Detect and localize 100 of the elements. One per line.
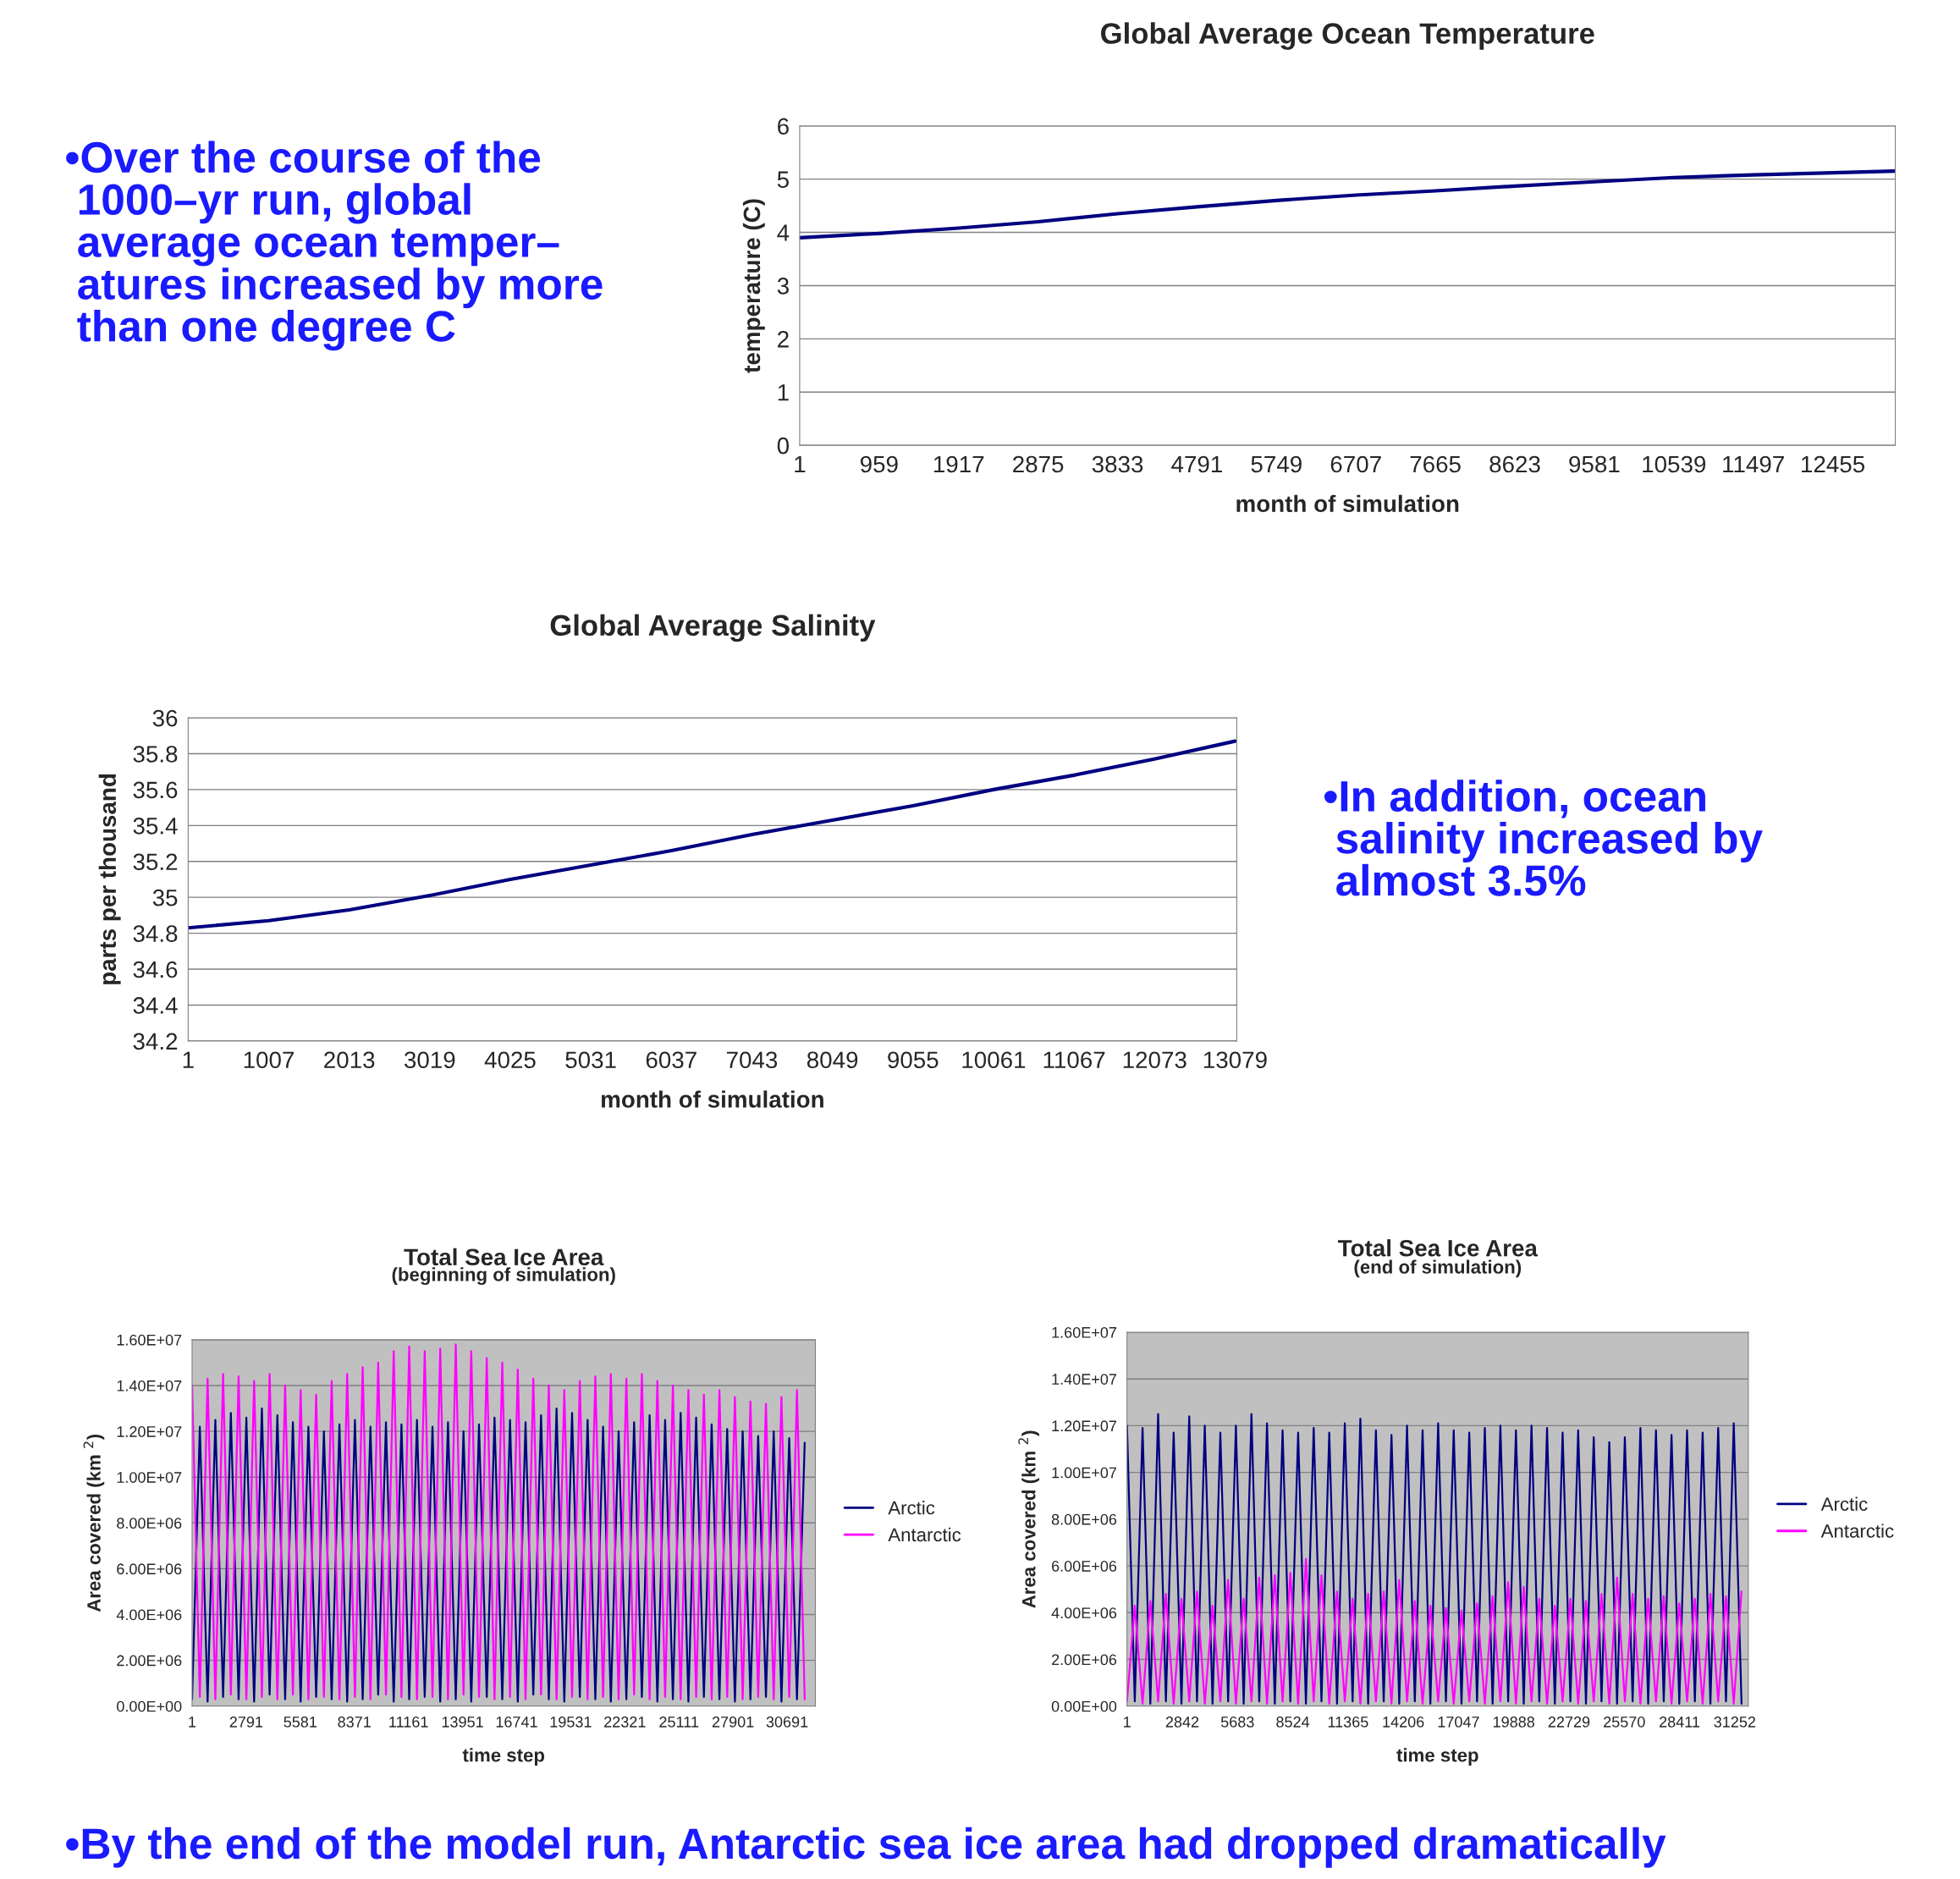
x-axis-title: time step <box>462 1748 545 1766</box>
x-tick-label: 28411 <box>1660 1716 1700 1727</box>
chart-title: Global Average Ocean Temperature <box>1101 22 1594 50</box>
y-tick-label: 1.60E+07 <box>117 1334 182 1346</box>
y-tick-label: 34.6 <box>133 961 178 978</box>
x-tick-label: 1917 <box>933 455 984 473</box>
x-tick-label: 30691 <box>766 1716 808 1727</box>
y-tick-label: 35.6 <box>133 781 178 799</box>
x-tick-label: 5581 <box>284 1716 317 1727</box>
y-tick-label: 1 <box>778 384 789 401</box>
x-tick-label: 14206 <box>1383 1716 1424 1727</box>
chart-subtitle: (beginning of simulation) <box>392 1267 615 1286</box>
y-axis-title: temperature (C) <box>742 199 765 373</box>
x-tick-label: 11497 <box>1723 455 1784 473</box>
x-tick-label: 19888 <box>1493 1716 1535 1727</box>
y-tick-label: 4.00E+06 <box>1051 1607 1117 1619</box>
y-tick-label: 2 <box>778 331 789 348</box>
legend-label: Antarctic <box>888 1527 961 1542</box>
y-tick-label: 35 <box>152 889 178 906</box>
x-tick-label: 31252 <box>1714 1716 1756 1727</box>
y-tick-label: 1.00E+07 <box>1052 1467 1116 1479</box>
line-series <box>1126 1413 1743 1705</box>
x-tick-label: 3833 <box>1092 455 1143 473</box>
x-tick-label: 27901 <box>712 1716 754 1727</box>
x-tick-label: 1 <box>183 1051 194 1068</box>
y-axis-title: Area covered (km $^{2}$) <box>1018 1430 1039 1608</box>
y-tick-label: 0.00E+00 <box>1051 1700 1117 1712</box>
y-tick-label: 0.00E+00 <box>117 1700 182 1712</box>
y-tick-label: 2.00E+06 <box>117 1655 182 1667</box>
y-tick-label: 1.00E+07 <box>117 1472 182 1483</box>
y-tick-label: 2.00E+06 <box>1051 1654 1117 1666</box>
chart-subtitle: (end of simulation) <box>1354 1259 1522 1278</box>
x-tick-label: 22729 <box>1548 1716 1590 1727</box>
line-series <box>1126 1557 1743 1705</box>
x-tick-label: 8524 <box>1276 1716 1310 1727</box>
x-tick-label: 3019 <box>404 1051 455 1069</box>
x-tick-label: 8623 <box>1489 455 1540 473</box>
x-tick-label: 7665 <box>1410 455 1461 473</box>
x-tick-label: 10539 <box>1643 455 1706 473</box>
y-tick-label: 6 <box>778 118 789 135</box>
x-tick-label: 8371 <box>338 1716 371 1727</box>
y-tick-label: 35.8 <box>133 746 178 763</box>
x-tick-label: 8049 <box>807 1051 858 1069</box>
x-tick-label: 4025 <box>484 1051 536 1069</box>
y-tick-label: 8.00E+06 <box>1051 1513 1117 1525</box>
y-tick-label: 3 <box>777 278 789 295</box>
y-tick-label: 34.8 <box>133 925 178 942</box>
line-series <box>191 1407 806 1703</box>
x-tick-label: 7043 <box>726 1051 778 1069</box>
y-tick-label: 1.20E+07 <box>117 1426 182 1437</box>
x-tick-label: 1 <box>1124 1716 1131 1727</box>
x-tick-label: 6037 <box>646 1051 696 1069</box>
y-tick-label: 4 <box>777 224 790 241</box>
x-tick-label: 11067 <box>1043 1051 1105 1069</box>
chart-title: Total Sea Ice Area <box>1338 1239 1539 1257</box>
y-tick-label: 1.60E+07 <box>1052 1326 1116 1338</box>
y-tick-label: 6.00E+06 <box>117 1563 182 1575</box>
x-tick-label: 19531 <box>550 1716 592 1727</box>
legend-label: Antarctic <box>1820 1524 1894 1538</box>
x-tick-label: 25570 <box>1604 1716 1645 1727</box>
y-tick-label: 0 <box>777 437 790 455</box>
x-tick-label: 1 <box>795 455 806 473</box>
x-tick-label: 25111 <box>659 1716 699 1727</box>
y-tick-label: 1.20E+07 <box>1052 1420 1116 1432</box>
y-tick-label: 8.00E+06 <box>117 1518 182 1529</box>
x-tick-label: 11161 <box>389 1716 428 1727</box>
y-tick-label: 5 <box>777 171 789 188</box>
x-tick-label: 1007 <box>244 1051 294 1069</box>
x-tick-label: 22321 <box>604 1716 646 1727</box>
y-axis-title: Area covered (km $^{2}$) <box>83 1435 105 1612</box>
line-series <box>191 1343 806 1700</box>
x-tick-label: 959 <box>860 455 898 473</box>
line-series <box>188 739 1237 930</box>
x-tick-label: 9055 <box>888 1051 939 1069</box>
x-tick-label: 5749 <box>1251 455 1302 473</box>
y-tick-label: 35.4 <box>133 817 178 835</box>
text: •By the end of the model run, Antarctic sea ice area had dropped dramatically <box>66 1827 1666 1868</box>
x-tick-label: 2842 <box>1165 1716 1199 1727</box>
y-tick-label: 34.4 <box>133 997 178 1014</box>
y-tick-label: 35.2 <box>133 853 178 871</box>
chart-title: Global Average Salinity <box>550 614 876 642</box>
y-axis-title: parts per thousand <box>98 774 121 984</box>
y-tick-label: 36 <box>152 709 178 727</box>
x-tick-label: 1 <box>189 1716 196 1727</box>
x-tick-label: 5683 <box>1220 1716 1254 1727</box>
x-tick-label: 13079 <box>1203 1051 1267 1069</box>
x-tick-label: 17047 <box>1438 1716 1479 1727</box>
x-tick-label: 12455 <box>1802 455 1865 473</box>
y-tick-label: 34.2 <box>133 1033 178 1050</box>
x-tick-label: 6707 <box>1330 455 1381 473</box>
x-tick-label: 5031 <box>565 1051 616 1069</box>
text: •Over the course of the 1000–yr run, global average ocean temper– atures increased by more than one degree C <box>66 141 603 351</box>
x-tick-label: 13951 <box>442 1716 483 1727</box>
x-tick-label: 2791 <box>229 1716 263 1727</box>
x-axis-title: time step <box>1396 1748 1478 1766</box>
legend-label: Arctic <box>888 1501 935 1515</box>
line-series <box>799 169 1896 240</box>
y-tick-label: 6.00E+06 <box>1052 1561 1117 1572</box>
x-tick-label: 2013 <box>324 1051 375 1069</box>
x-axis-title: month of simulation <box>1236 494 1459 513</box>
